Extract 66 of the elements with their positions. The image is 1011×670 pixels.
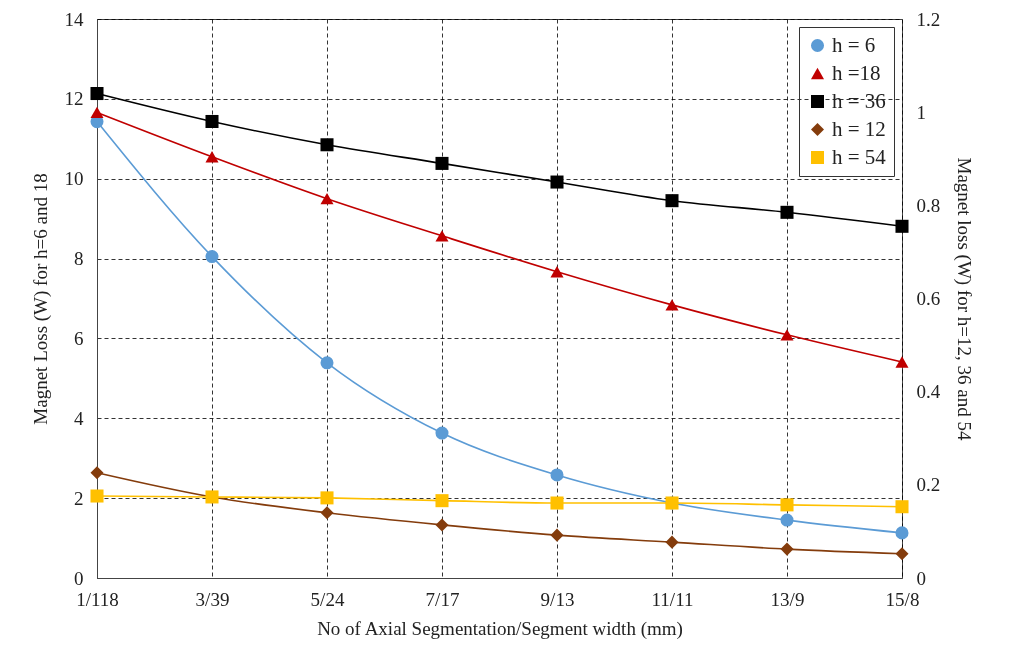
y-tick-label: 4 <box>74 407 84 429</box>
point <box>550 528 564 542</box>
point <box>205 114 219 128</box>
point <box>550 496 564 510</box>
x-tick-label: 3/39 <box>195 588 230 610</box>
point <box>205 250 219 264</box>
point <box>205 151 219 163</box>
point <box>550 175 564 189</box>
point <box>780 542 794 556</box>
x-axis-title: No of Axial Segmentation/Segment width (mm) <box>317 617 683 640</box>
point <box>90 466 104 480</box>
y-tick-label: 2 <box>74 487 84 509</box>
y-axis-title: Magnet Loss (W) for h=6 and 18 <box>29 173 52 425</box>
point <box>895 356 909 368</box>
y-tick-label: 0 <box>74 567 84 589</box>
point <box>435 494 449 508</box>
point <box>665 299 679 311</box>
point <box>435 518 449 532</box>
x-tick-label: 1/118 <box>76 588 119 610</box>
legend-label: h =18 <box>832 60 881 85</box>
point <box>665 194 679 208</box>
point <box>895 500 909 514</box>
y2-tick-label: 0 <box>916 567 926 589</box>
legend-label: h = 54 <box>832 144 887 169</box>
y2-tick-label: 1 <box>916 101 926 123</box>
point <box>550 468 564 482</box>
point <box>320 491 334 505</box>
y2-tick-label: 0.6 <box>916 288 941 309</box>
y2-axis-title: Magnet loss (W) for h=12, 36 and 54 <box>953 157 976 441</box>
y2-tick-label: 0.8 <box>916 194 941 216</box>
point <box>320 138 334 152</box>
point <box>90 87 104 101</box>
x-tick-label: 11/11 <box>651 588 694 610</box>
x-tick-label: 9/13 <box>540 588 575 610</box>
point <box>550 266 564 278</box>
legend-label: h = 36 <box>832 88 886 113</box>
point <box>90 489 104 503</box>
point <box>780 513 794 527</box>
point <box>90 106 104 119</box>
x-tick-label: 13/9 <box>770 588 805 610</box>
point <box>665 535 679 549</box>
point <box>435 426 449 440</box>
point <box>320 506 334 520</box>
point <box>320 193 334 205</box>
x-tick-label: 7/17 <box>425 588 460 610</box>
y2-tick-label: 0.4 <box>916 381 941 403</box>
x-tick-label: 15/8 <box>885 588 920 610</box>
point <box>780 329 794 341</box>
point <box>895 547 909 561</box>
y-tick-label: 12 <box>64 88 84 110</box>
point <box>435 156 449 170</box>
point <box>895 526 909 540</box>
y-tick-label: 6 <box>74 327 84 349</box>
point <box>780 498 794 512</box>
legend-label: h = 12 <box>832 116 886 141</box>
y2-tick-label: 0.2 <box>916 474 941 496</box>
point <box>435 230 449 242</box>
y2-tick-label: 1.2 <box>916 8 941 30</box>
x-tick-label: 5/24 <box>310 588 345 610</box>
point <box>895 219 909 233</box>
legend-label: h = 6 <box>832 32 876 57</box>
point <box>780 205 794 219</box>
y-tick-label: 14 <box>64 8 84 30</box>
y-tick-label: 8 <box>74 248 84 270</box>
point <box>320 356 334 370</box>
y-tick-label: 10 <box>64 168 84 190</box>
